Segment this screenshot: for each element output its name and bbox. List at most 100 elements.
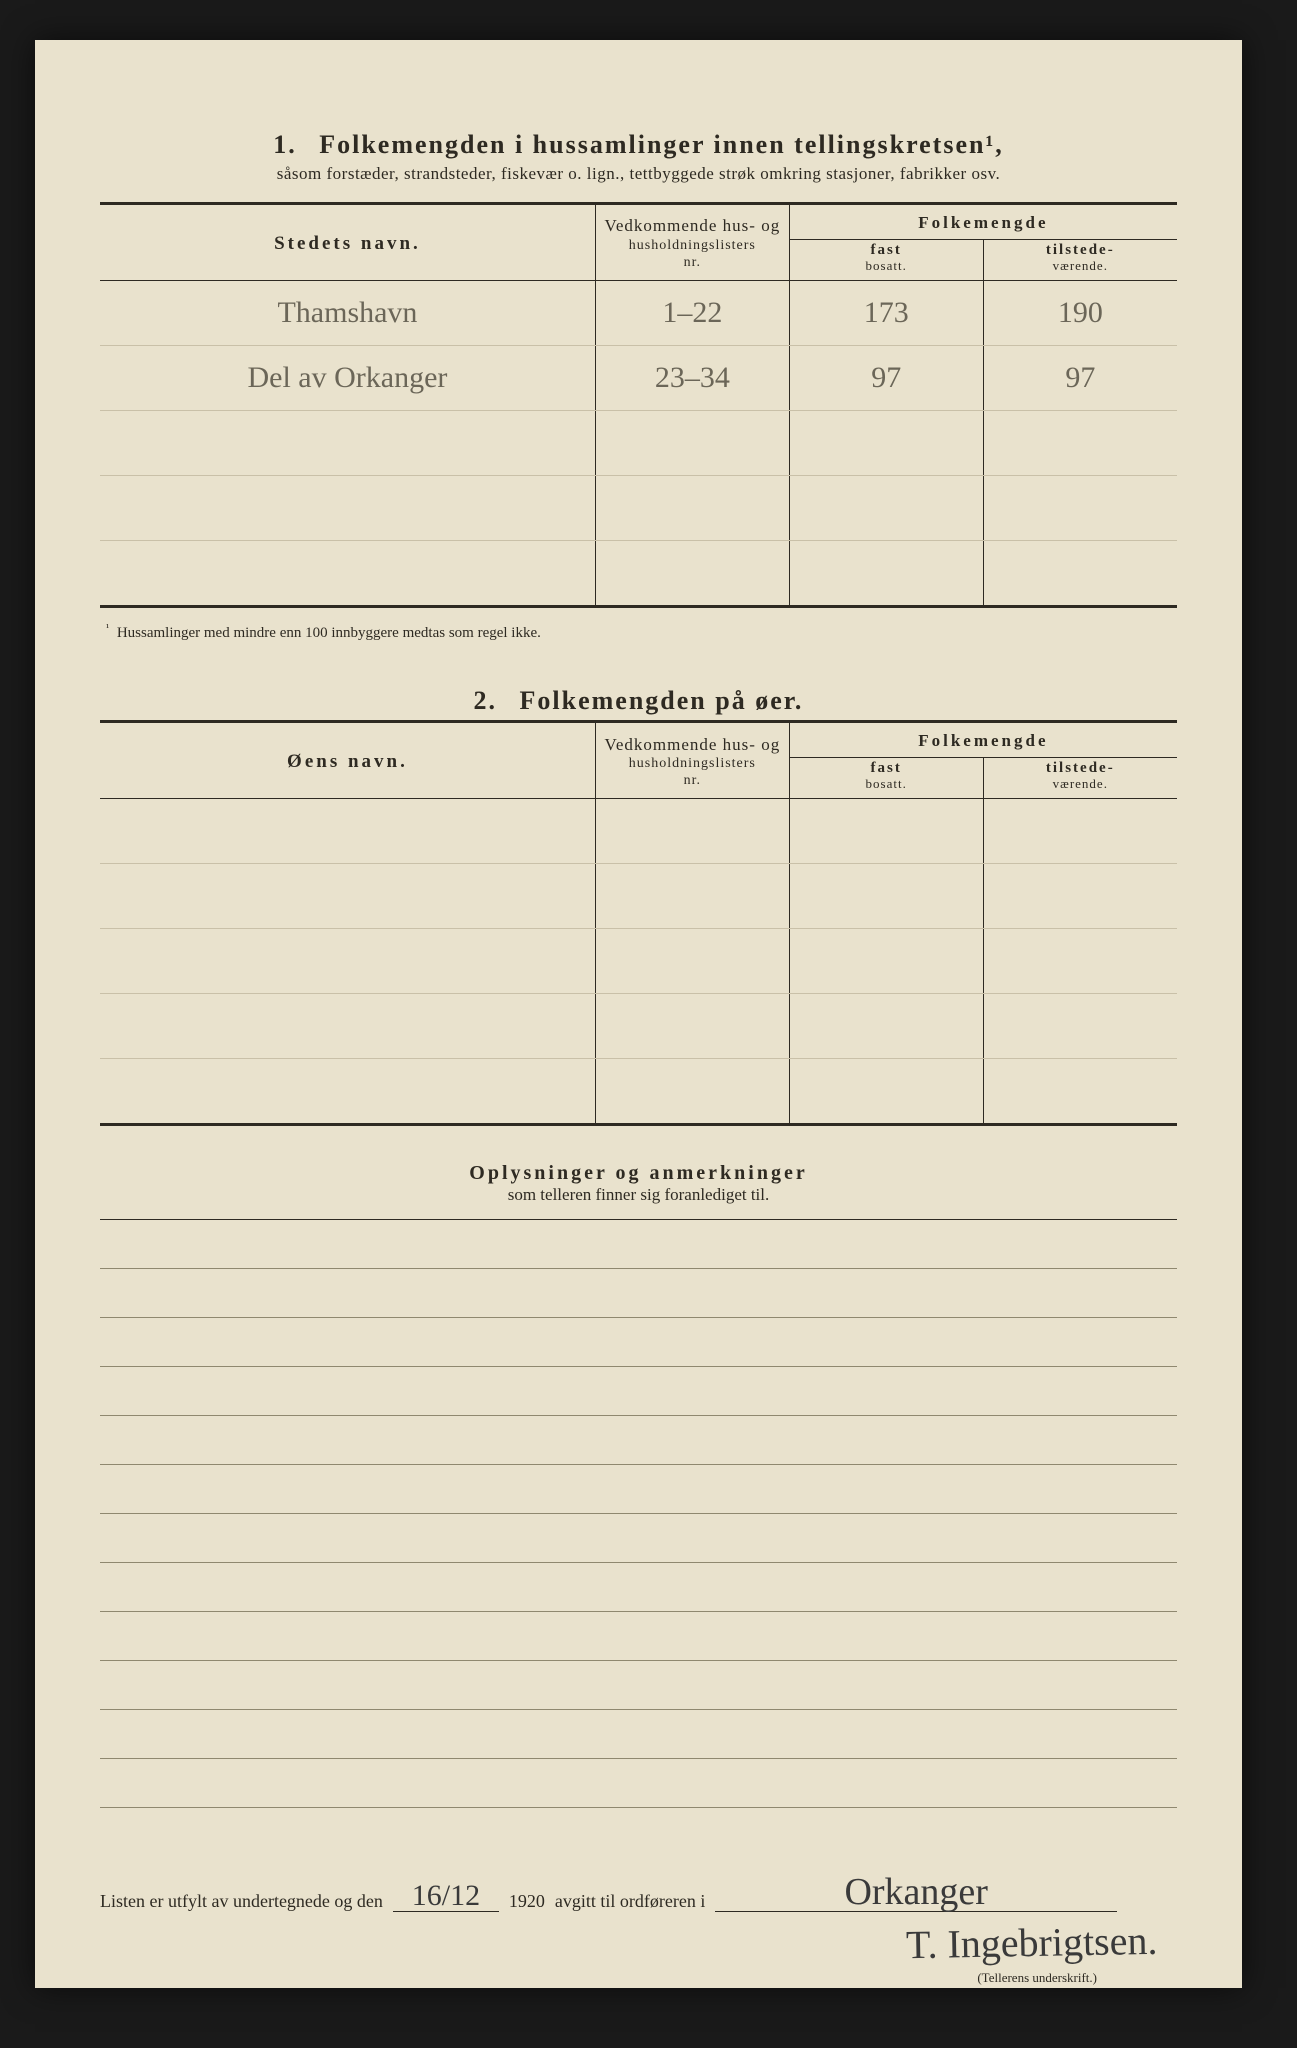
row-fast: 173 [789, 281, 983, 346]
remarks-line [100, 1416, 1177, 1465]
row-fast [789, 541, 983, 607]
table-row [100, 476, 1177, 541]
row-hus [595, 864, 789, 929]
row-til: 190 [983, 281, 1177, 346]
row-til [983, 1059, 1177, 1125]
remarks-line [100, 1318, 1177, 1367]
signature-line: Listen er utfylt av undertegnede og den … [100, 1873, 1117, 1912]
sig-place: Orkanger [715, 1873, 1117, 1912]
footnote-marker: ¹ [106, 622, 109, 634]
row-til [983, 929, 1177, 994]
section2-rows [100, 799, 1177, 1125]
row-name [100, 929, 595, 994]
row-hus [595, 799, 789, 864]
row-name [100, 411, 595, 476]
table-row [100, 799, 1177, 864]
row-fast [789, 1059, 983, 1125]
row-name [100, 799, 595, 864]
col2-hus-label-1: Vedkommende hus- og [604, 735, 780, 754]
row-til [983, 541, 1177, 607]
section2-number: 2. [474, 686, 498, 715]
col-name-label: Stedets navn. [274, 233, 421, 254]
row-name [100, 541, 595, 607]
remarks-line [100, 1465, 1177, 1514]
row-name [100, 994, 595, 1059]
col2-hus-label-3: nr. [604, 772, 781, 790]
remarks-line [100, 1269, 1177, 1318]
col-fast-sub: bosatt. [798, 259, 975, 274]
remarks-lines [100, 1220, 1177, 1808]
remarks-subtitle: som telleren finner sig foranlediget til… [100, 1185, 1177, 1205]
sig-year: 1920 [509, 1891, 545, 1912]
row-hus [595, 476, 789, 541]
col-hus-label-2: husholdningslisters [604, 237, 781, 255]
col2-name-label: Øens navn. [287, 751, 408, 772]
remarks-line [100, 1514, 1177, 1563]
row-fast [789, 929, 983, 994]
section1-rows: Thamshavn1–22173190Del av Orkanger23–349… [100, 281, 1177, 607]
col2-hus-label-2: husholdningslisters [604, 755, 781, 773]
section1-table: Stedets navn. Vedkommende hus- og hushol… [100, 202, 1177, 608]
row-fast: 97 [789, 346, 983, 411]
row-fast [789, 799, 983, 864]
row-hus [595, 929, 789, 994]
footnote-text: Hussamlinger med mindre enn 100 innbygge… [117, 625, 541, 641]
row-name: Thamshavn [100, 281, 595, 346]
table-row [100, 541, 1177, 607]
col2-fast-sub: bosatt. [798, 777, 975, 792]
scan-frame: 1. Folkemengden i hussamlinger innen tel… [0, 0, 1297, 2048]
table-row: Del av Orkanger23–349797 [100, 346, 1177, 411]
sig-text-a: Listen er utfylt av undertegnede og den [100, 1891, 383, 1912]
section2-title: 2. Folkemengden på øer. [100, 686, 1177, 716]
col2-folke-group: Folkemengde [789, 722, 1177, 758]
row-hus: 23–34 [595, 346, 789, 411]
signature-block: Listen er utfylt av undertegnede og den … [100, 1873, 1117, 1912]
row-fast [789, 411, 983, 476]
col-til-sub: værende. [992, 259, 1169, 274]
table-row [100, 864, 1177, 929]
remarks-line [100, 1759, 1177, 1808]
sig-caption: (Tellerens underskrift.) [977, 1970, 1097, 1986]
row-til: 97 [983, 346, 1177, 411]
remarks-line [100, 1220, 1177, 1269]
row-hus [595, 1059, 789, 1125]
row-hus: 1–22 [595, 281, 789, 346]
col-hus-label-3: nr. [604, 254, 781, 272]
row-name [100, 476, 595, 541]
col-hus-label-1: Vedkommende hus- og [604, 216, 780, 235]
row-til [983, 799, 1177, 864]
sig-date: 16/12 [393, 1881, 499, 1912]
col2-til-sub: værende. [992, 777, 1169, 792]
section2-title-text: Folkemengden på øer. [520, 686, 804, 715]
row-hus [595, 994, 789, 1059]
sig-text-b: avgitt til ordføreren i [555, 1891, 705, 1912]
col-til-label: tilstede- [1046, 242, 1115, 258]
col2-til-label: tilstede- [1046, 760, 1115, 776]
row-til [983, 994, 1177, 1059]
row-fast [789, 994, 983, 1059]
table-row [100, 1059, 1177, 1125]
remarks-line [100, 1612, 1177, 1661]
remarks-line [100, 1661, 1177, 1710]
row-name [100, 864, 595, 929]
section1-number: 1. [273, 130, 297, 159]
remarks-line [100, 1563, 1177, 1612]
table-row: Thamshavn1–22173190 [100, 281, 1177, 346]
col-fast-label: fast [871, 242, 902, 258]
table-row [100, 929, 1177, 994]
row-hus [595, 411, 789, 476]
section2-table: Øens navn. Vedkommende hus- og husholdni… [100, 720, 1177, 1126]
col-folke-group: Folkemengde [789, 204, 1177, 240]
table-row [100, 411, 1177, 476]
remarks-line [100, 1367, 1177, 1416]
row-hus [595, 541, 789, 607]
row-til [983, 864, 1177, 929]
row-til [983, 476, 1177, 541]
remarks-line [100, 1710, 1177, 1759]
section1-title: 1. Folkemengden i hussamlinger innen tel… [100, 130, 1177, 160]
row-fast [789, 476, 983, 541]
section1-footnote: ¹ Hussamlinger med mindre enn 100 innbyg… [106, 622, 1177, 642]
sig-signer: T. Ingebrigtsen. [905, 1917, 1157, 1968]
row-name: Del av Orkanger [100, 346, 595, 411]
census-form-page: 1. Folkemengden i hussamlinger innen tel… [35, 40, 1242, 1988]
